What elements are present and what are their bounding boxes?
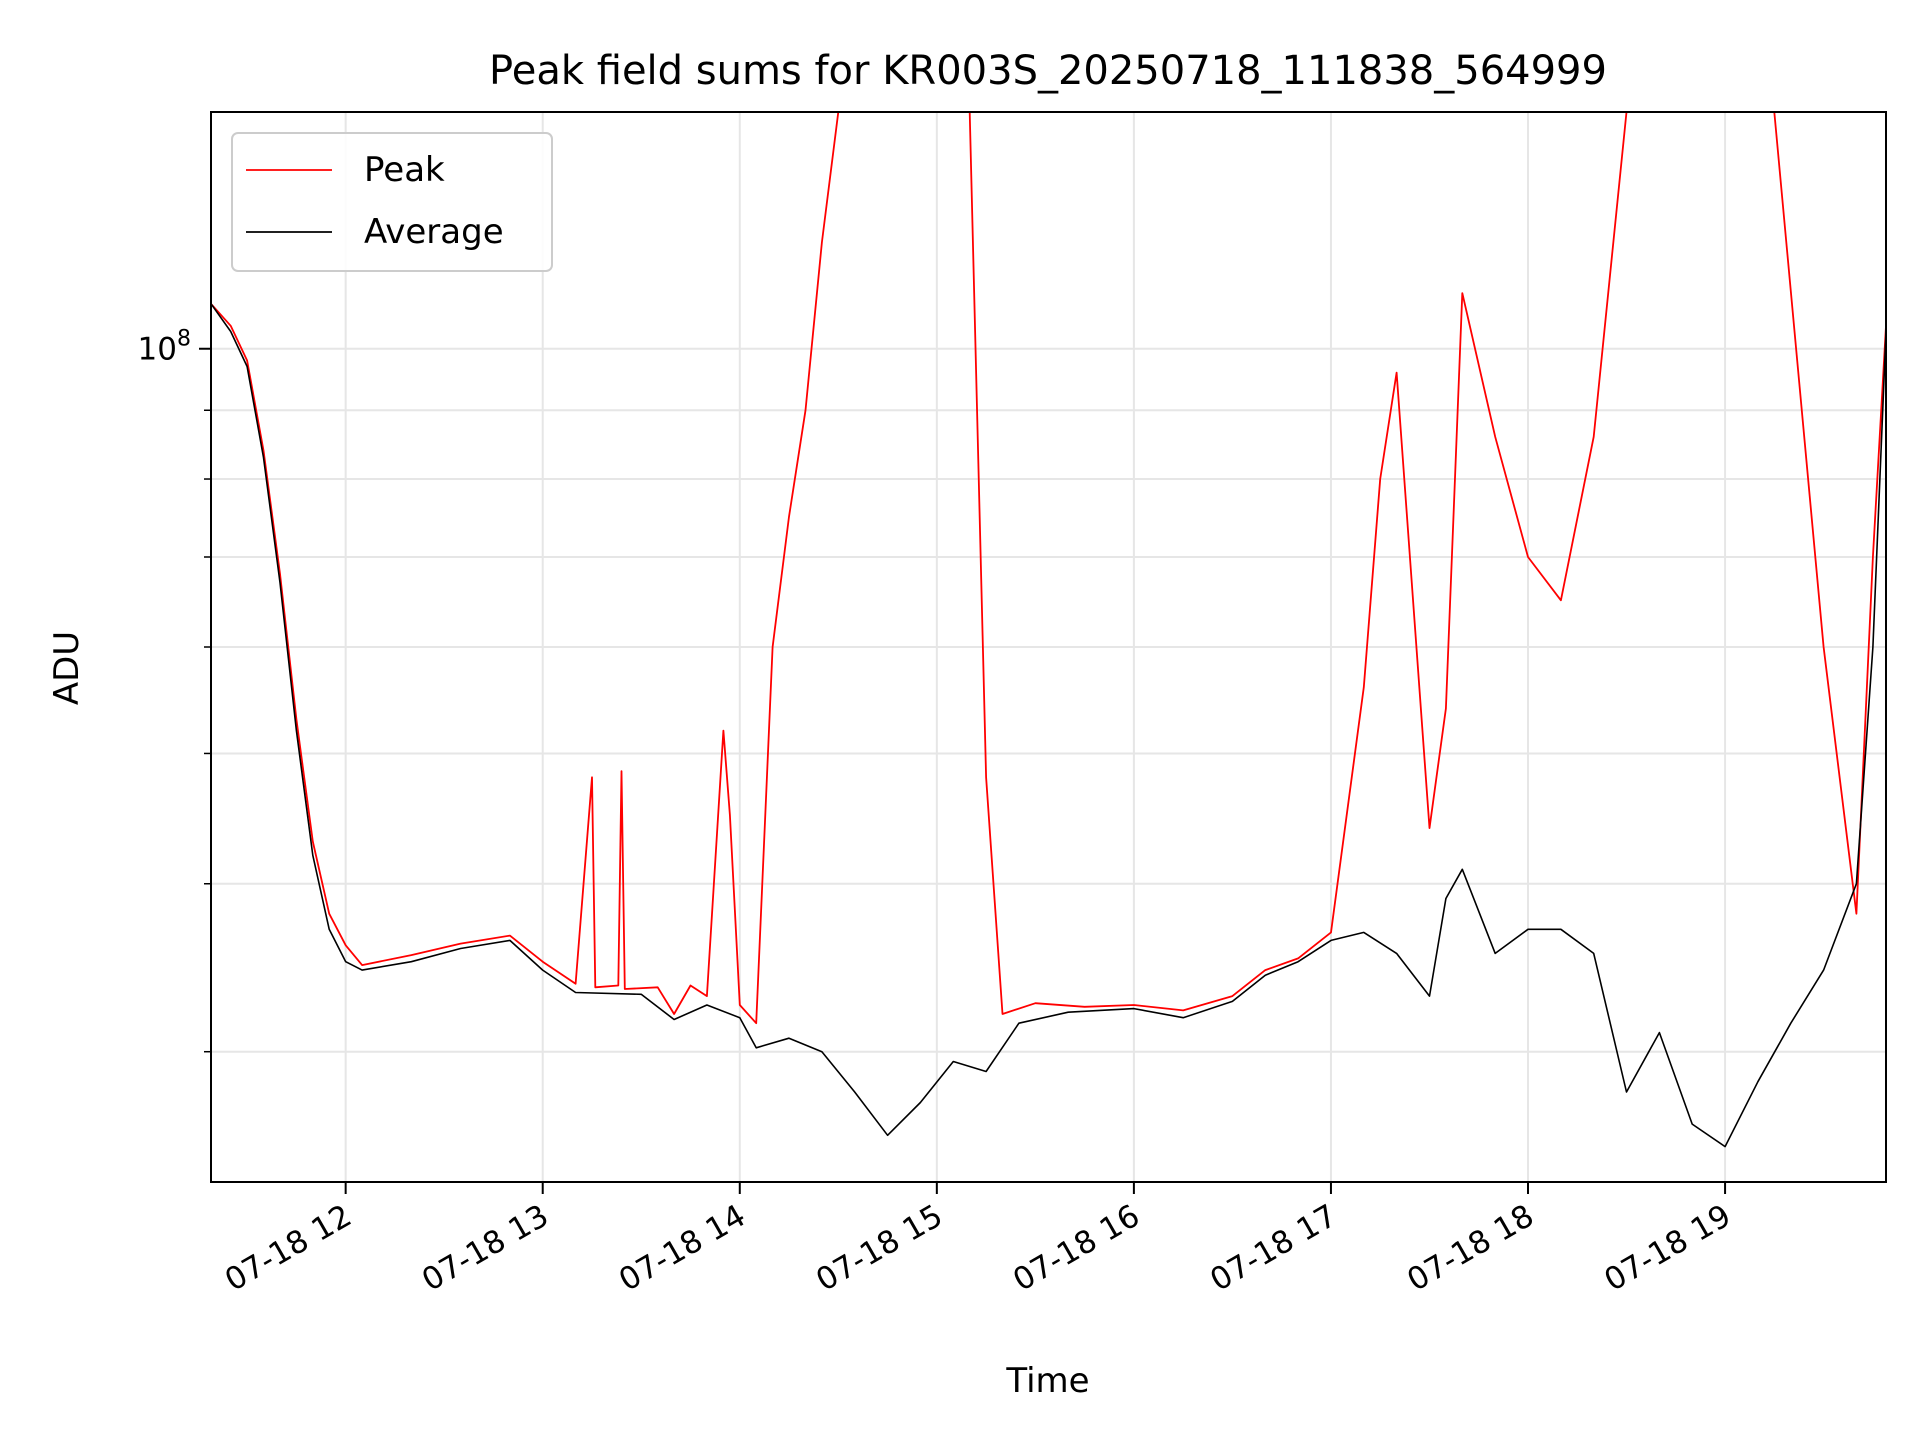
- legend-label-average: Average: [364, 212, 504, 252]
- legend-box: [231, 132, 553, 272]
- legend: Peak Average: [231, 132, 553, 272]
- y-tick-label: 108: [138, 327, 191, 368]
- gridlines: [211, 112, 1886, 1182]
- series-line-average: [211, 303, 1886, 1148]
- chart-title: Peak field sums for KR003S_20250718_1118…: [489, 48, 1607, 94]
- x-tick-label: 07-18 18: [1401, 1198, 1540, 1299]
- legend-label-peak: Peak: [364, 150, 445, 190]
- x-tick-label: 07-18 13: [416, 1198, 555, 1299]
- x-tick-label: 07-18 14: [613, 1198, 752, 1299]
- y-axis-label: ADU: [47, 631, 87, 705]
- x-tick-label: 07-18 17: [1204, 1198, 1343, 1299]
- x-tick-label: 07-18 16: [1007, 1198, 1146, 1299]
- x-axis-ticks: 07-18 12 07-18 13 07-18 14 07-18 15 07-18 16…: [219, 1182, 1737, 1299]
- x-tick-label: 07-18 19: [1598, 1198, 1737, 1299]
- x-axis-label: Time: [1005, 1361, 1089, 1401]
- series-line-peak: [211, 112, 1886, 1025]
- x-tick-label: 07-18 12: [219, 1198, 358, 1299]
- y-axis-ticks: 108: [138, 327, 211, 1053]
- series-layer: [211, 112, 1886, 1148]
- x-tick-label: 07-18 15: [810, 1198, 949, 1299]
